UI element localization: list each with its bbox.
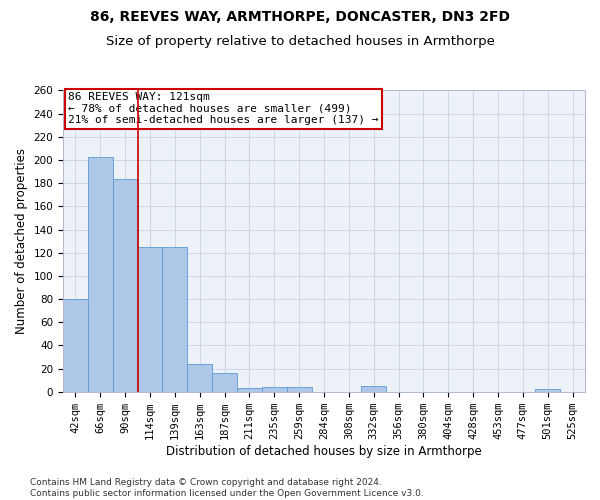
Bar (137, 247, 163, 392)
Bar (212, 373, 237, 392)
Bar (237, 388, 262, 392)
Bar (113, 178, 137, 392)
Text: Size of property relative to detached houses in Armthorpe: Size of property relative to detached ho… (106, 35, 494, 48)
Y-axis label: Number of detached properties: Number of detached properties (15, 148, 28, 334)
Text: Contains HM Land Registry data © Crown copyright and database right 2024.
Contai: Contains HM Land Registry data © Crown c… (30, 478, 424, 498)
Bar (187, 364, 212, 392)
Bar (361, 386, 386, 392)
X-axis label: Distribution of detached houses by size in Armthorpe: Distribution of detached houses by size … (166, 444, 482, 458)
Bar (63, 299, 88, 392)
Bar (88, 156, 113, 392)
Bar (287, 387, 311, 392)
Bar (262, 387, 287, 392)
Bar (163, 247, 187, 392)
Bar (535, 390, 560, 392)
Text: 86, REEVES WAY, ARMTHORPE, DONCASTER, DN3 2FD: 86, REEVES WAY, ARMTHORPE, DONCASTER, DN… (90, 10, 510, 24)
Text: 86 REEVES WAY: 121sqm
← 78% of detached houses are smaller (499)
21% of semi-det: 86 REEVES WAY: 121sqm ← 78% of detached … (68, 92, 379, 125)
